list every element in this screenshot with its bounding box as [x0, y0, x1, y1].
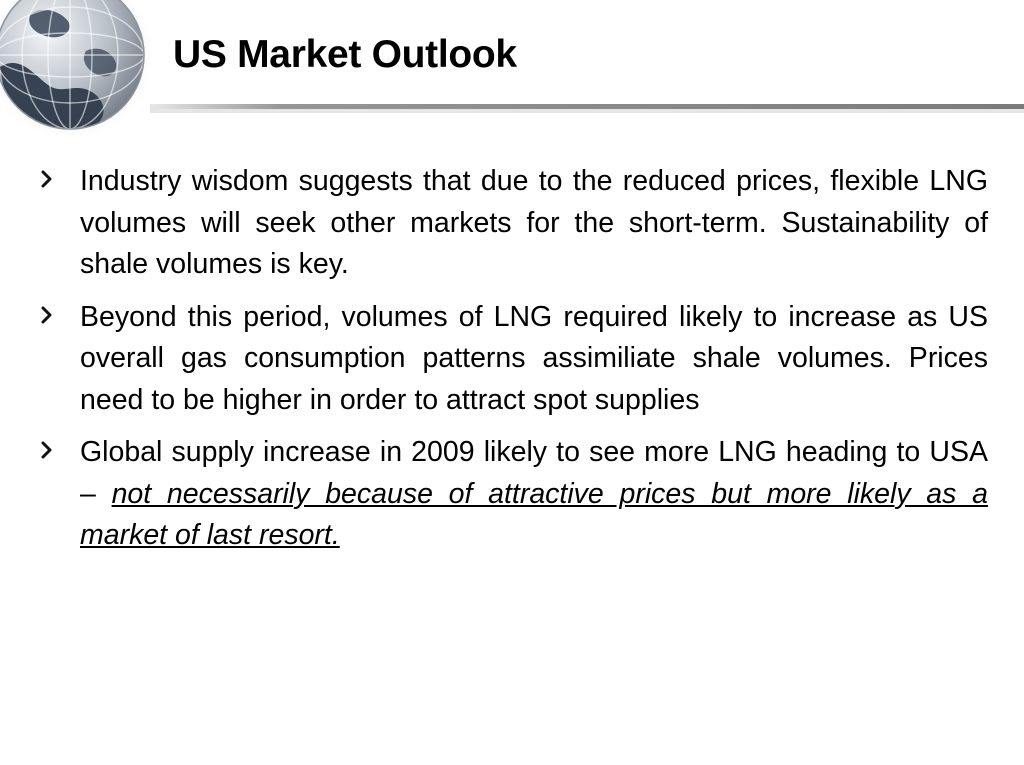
slide-title: US Market Outlook: [173, 33, 517, 76]
bullet-item: Beyond this period, volumes of LNG requi…: [40, 297, 988, 422]
bullet-text-lead: Global supply increase in 2009 likely to…: [80, 436, 988, 510]
globe-icon: [0, 0, 156, 140]
chevron-right-icon: [41, 306, 52, 323]
bullet-text: Beyond this period, volumes of LNG requi…: [80, 300, 988, 416]
chevron-right-icon: [41, 170, 52, 188]
chevron-right-icon: [41, 441, 52, 459]
bullet-text-emphasis: not necessarily because of attractive pr…: [80, 477, 988, 552]
bullet-text: Industry wisdom suggests that due to the…: [80, 165, 988, 280]
bullet-text: Global supply increase in 2009 likely to…: [80, 432, 988, 557]
bullet-item: Industry wisdom suggests that due to the…: [40, 161, 988, 286]
bullet-list: Industry wisdom suggests that due to the…: [40, 161, 988, 568]
title-divider: [150, 104, 1024, 113]
bullet-item: Global supply increase in 2009 likely to…: [40, 432, 988, 557]
